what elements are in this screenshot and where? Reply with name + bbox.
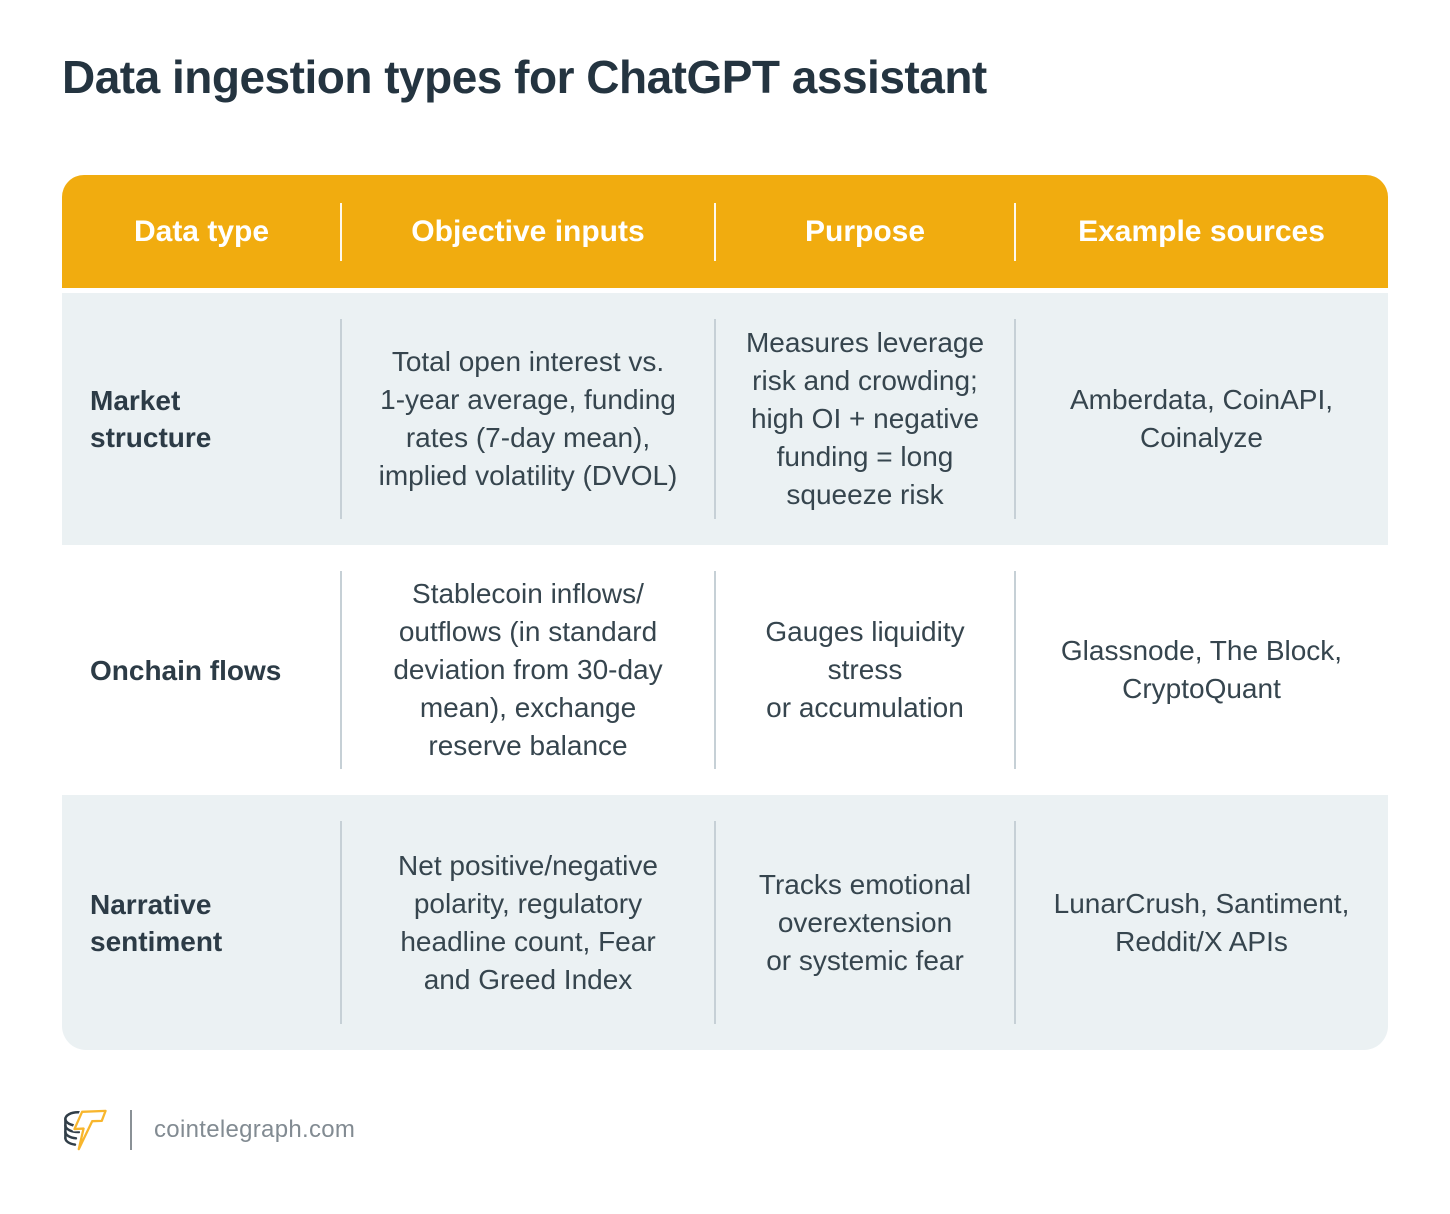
row-label: Narrative sentiment: [90, 888, 223, 957]
header-cell-purpose: Purpose: [715, 175, 1015, 288]
data-ingestion-table: Data type Objective inputs Purpose Examp…: [62, 175, 1388, 1050]
purpose-cell: Gauges liquidity stress or accumulation: [714, 545, 1015, 795]
footer-divider: [130, 1110, 132, 1150]
header-cell-objective-inputs: Objective inputs: [341, 175, 715, 288]
page-title: Data ingestion types for ChatGPT assista…: [62, 51, 987, 103]
header-cell-data-type: Data type: [133, 214, 270, 248]
footer: cointelegraph.com: [62, 1108, 355, 1152]
row-label: Market structure: [90, 385, 212, 453]
row-label: Onchain flows: [90, 654, 282, 686]
purpose-cell: Measures leverage risk and crowding; hig…: [714, 293, 1015, 545]
objective-inputs-cell: Stablecoin inflows/ outflows (in standar…: [340, 545, 715, 795]
footer-site-text: cointelegraph.com: [154, 1116, 356, 1143]
purpose-cell: Tracks emotional overextension or system…: [714, 795, 1015, 1050]
objective-inputs-cell: Total open interest vs. 1-year average, …: [340, 293, 715, 545]
table-row-onchain-flows: Onchain flows Stablecoin inflows/ outflo…: [62, 545, 1388, 795]
example-sources-cell: Amberdata, CoinAPI, Coinalyze: [1014, 293, 1388, 545]
table-header-row: Data type Objective inputs Purpose Examp…: [62, 175, 1388, 288]
table-row-narrative-sentiment: Narrative sentiment Net positive/negativ…: [62, 795, 1388, 1050]
header-cell-example-sources: Example sources: [1015, 175, 1388, 288]
example-sources-cell: LunarCrush, Santiment, Reddit/X APIs: [1014, 795, 1388, 1050]
table-row-market-structure: Market structure Total open interest vs.…: [62, 293, 1388, 545]
objective-inputs-cell: Net positive/negative polarity, regulato…: [340, 795, 715, 1050]
cointelegraph-logo-icon: [64, 1108, 108, 1152]
example-sources-cell: Glassnode, The Block, CryptoQuant: [1014, 545, 1388, 795]
